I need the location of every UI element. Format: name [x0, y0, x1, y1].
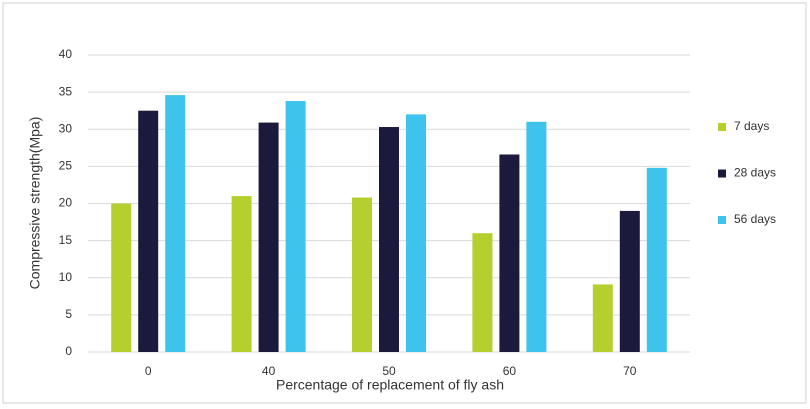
bar	[138, 110, 159, 352]
y-tick-label: 40	[59, 47, 73, 61]
y-tick-label: 30	[59, 121, 73, 135]
y-tick-label: 10	[59, 270, 73, 284]
y-tick-label: 5	[65, 307, 72, 321]
legend-label: 7 days	[734, 119, 769, 133]
bar	[406, 114, 426, 353]
x-axis-label: Percentage of replacement of fly ash	[276, 377, 504, 393]
bar	[646, 167, 667, 352]
legend-swatch	[718, 216, 726, 224]
bar	[619, 210, 640, 352]
legend-label: 28 days	[734, 166, 776, 180]
x-tick-label: 40	[262, 364, 276, 378]
bar	[165, 95, 186, 352]
bar	[472, 233, 493, 352]
x-tick-label: 70	[623, 364, 637, 378]
y-tick-label: 25	[59, 159, 73, 173]
bar	[285, 101, 306, 352]
x-tick-label: 50	[382, 364, 396, 378]
x-tick-label: 0	[145, 364, 152, 378]
bar	[592, 284, 613, 352]
y-axis-label: Compressive strength(Mpa)	[27, 117, 43, 290]
legend-swatch	[718, 169, 726, 178]
y-tick-label: 0	[65, 344, 72, 358]
bar	[258, 122, 279, 352]
x-tick-label: 60	[503, 364, 517, 378]
bar	[352, 197, 372, 352]
bar	[111, 203, 132, 352]
legend-label: 56 days	[734, 212, 776, 226]
bar	[499, 154, 520, 352]
legend-swatch	[718, 123, 726, 131]
y-tick-label: 15	[59, 233, 73, 247]
bar	[231, 196, 252, 352]
bar	[379, 127, 399, 353]
y-tick-label: 35	[59, 84, 73, 98]
bar	[526, 121, 547, 352]
y-tick-label: 20	[59, 196, 73, 210]
